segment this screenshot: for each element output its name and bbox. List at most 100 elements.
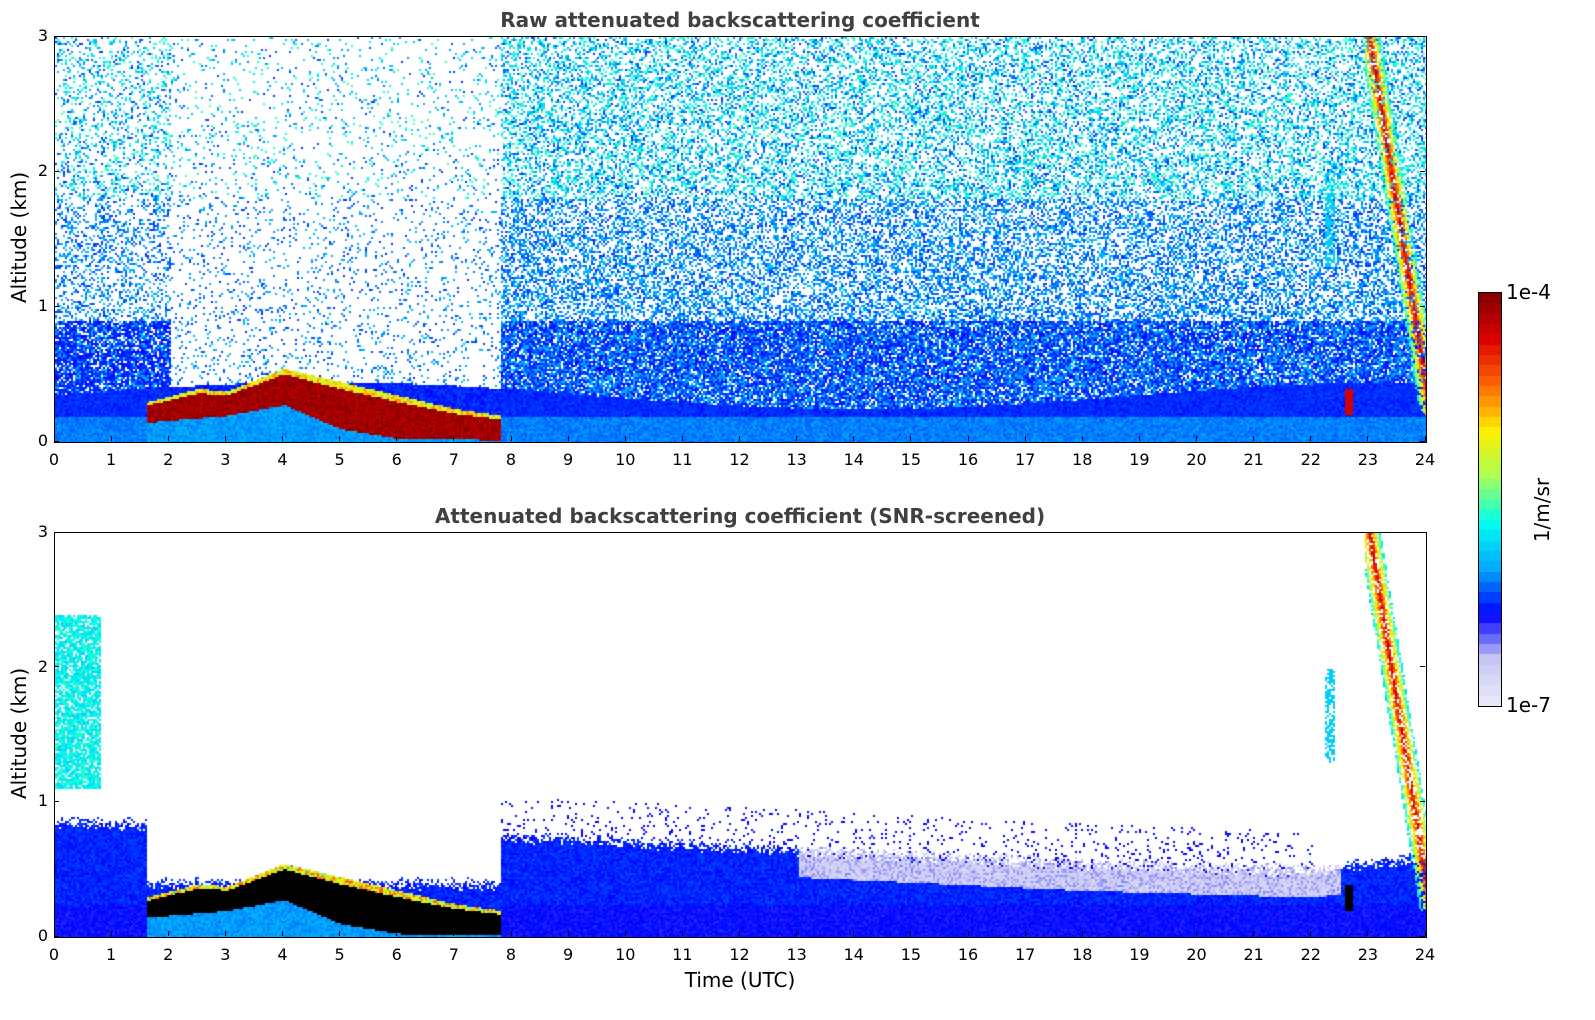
x-tick-label-top: 19 <box>1129 450 1150 469</box>
x-tick-mark-top <box>1253 436 1255 441</box>
x-tick-mark-top <box>967 436 969 441</box>
x-tick-mark-top <box>910 436 912 441</box>
x-tick-mark-bottom <box>1024 931 1026 936</box>
x-tick-mark-bottom <box>110 931 112 936</box>
x-tick-label-bottom: 9 <box>563 945 574 964</box>
x-tick-mark-top <box>681 436 683 441</box>
y-tick-mark-bottom <box>54 531 59 533</box>
y-tick-mark-bottom <box>1420 666 1425 668</box>
x-tick-label-bottom: 13 <box>786 945 807 964</box>
x-tick-mark-top <box>396 436 398 441</box>
x-tick-label-bottom: 10 <box>615 945 636 964</box>
x-tick-label-bottom: 23 <box>1357 945 1379 964</box>
panel-title-screened: Attenuated backscattering coefficient (S… <box>434 504 1046 528</box>
x-tick-label-top: 9 <box>563 450 574 469</box>
x-tick-label-top: 14 <box>843 450 864 469</box>
colorbar-min-label: 1e-7 <box>1506 693 1551 717</box>
x-tick-mark-top <box>567 436 569 441</box>
x-tick-mark-bottom <box>681 931 683 936</box>
y-tick-label-top: 0 <box>37 431 48 450</box>
x-tick-mark-top <box>339 436 341 441</box>
x-tick-label-top: 8 <box>505 450 517 469</box>
x-tick-label-bottom: 24 <box>1414 945 1436 964</box>
x-tick-mark-top <box>1024 436 1026 441</box>
x-tick-label-bottom: 4 <box>277 945 288 964</box>
y-tick-mark-bottom <box>54 935 59 937</box>
x-tick-label-bottom: 2 <box>163 945 174 964</box>
y-tick-label-bottom: 3 <box>37 522 48 541</box>
x-tick-mark-bottom <box>1424 931 1426 936</box>
x-tick-label-bottom: 14 <box>843 945 864 964</box>
x-tick-label-bottom: 5 <box>334 945 345 964</box>
x-axis-label: Time (UTC) <box>684 968 796 992</box>
x-tick-label-bottom: 16 <box>957 945 979 964</box>
y-tick-mark-top <box>54 170 59 172</box>
y-tick-mark-top <box>1420 440 1425 442</box>
x-tick-mark-bottom <box>282 931 283 936</box>
x-tick-label-top: 17 <box>1014 450 1036 469</box>
x-tick-mark-top <box>167 436 169 441</box>
x-tick-mark-top <box>739 436 740 441</box>
y-tick-label-bottom: 0 <box>37 926 48 945</box>
x-tick-label-top: 21 <box>1243 450 1264 469</box>
x-tick-mark-bottom <box>853 931 855 936</box>
heatmap-raw-canvas <box>55 37 1426 442</box>
x-tick-label-top: 4 <box>277 450 288 469</box>
x-tick-mark-top <box>282 436 283 441</box>
y-tick-mark-top <box>54 305 59 307</box>
x-tick-mark-top <box>1196 436 1197 441</box>
x-tick-mark-bottom <box>910 931 912 936</box>
y-tick-mark-bottom <box>54 800 59 802</box>
colorbar <box>1478 292 1502 707</box>
x-tick-label-bottom: 3 <box>220 945 231 964</box>
x-tick-mark-bottom <box>567 931 569 936</box>
x-tick-mark-bottom <box>1081 931 1083 936</box>
x-tick-label-top: 13 <box>786 450 807 469</box>
y-tick-mark-bottom <box>1420 531 1425 533</box>
x-tick-mark-top <box>1138 436 1140 441</box>
x-tick-mark-top <box>510 436 512 441</box>
heatmap-raw <box>54 36 1427 443</box>
x-tick-label-bottom: 12 <box>729 945 750 964</box>
x-tick-label-top: 5 <box>334 450 345 469</box>
y-tick-mark-bottom <box>54 666 59 668</box>
x-tick-label-bottom: 19 <box>1129 945 1150 964</box>
x-tick-mark-top <box>1310 436 1312 441</box>
x-tick-mark-top <box>453 436 455 441</box>
x-tick-label-top: 10 <box>615 450 636 469</box>
x-tick-label-top: 6 <box>391 450 402 469</box>
x-tick-label-bottom: 7 <box>448 945 459 964</box>
x-tick-label-top: 12 <box>729 450 750 469</box>
x-tick-mark-bottom <box>167 931 169 936</box>
x-tick-mark-bottom <box>1196 931 1197 936</box>
x-tick-label-top: 7 <box>448 450 459 469</box>
y-tick-label-top: 2 <box>37 161 48 180</box>
x-tick-label-bottom: 8 <box>505 945 517 964</box>
x-tick-label-bottom: 22 <box>1300 945 1321 964</box>
x-tick-label-bottom: 6 <box>391 945 402 964</box>
x-tick-mark-top <box>796 436 798 441</box>
x-tick-label-top: 2 <box>163 450 174 469</box>
y-tick-mark-top <box>54 35 59 37</box>
x-tick-mark-top <box>853 436 855 441</box>
x-tick-label-bottom: 17 <box>1014 945 1036 964</box>
y-tick-label-bottom: 1 <box>37 791 48 811</box>
x-tick-label-bottom: 15 <box>900 945 922 964</box>
x-tick-label-top: 20 <box>1186 450 1207 469</box>
x-tick-label-bottom: 18 <box>1072 945 1093 964</box>
y-tick-mark-top <box>1420 170 1425 172</box>
x-tick-mark-bottom <box>339 931 341 936</box>
x-tick-mark-bottom <box>1138 931 1140 936</box>
x-tick-mark-bottom <box>510 931 512 936</box>
x-tick-label-top: 18 <box>1072 450 1093 469</box>
y-axis-label-top: Altitude (km) <box>7 171 31 303</box>
x-tick-mark-bottom <box>796 931 798 936</box>
y-tick-label-bottom: 2 <box>37 656 48 676</box>
x-tick-label-top: 3 <box>220 450 231 469</box>
x-tick-label-bottom: 20 <box>1186 945 1207 964</box>
y-tick-mark-top <box>1420 305 1425 307</box>
colorbar-gradient <box>1479 293 1501 706</box>
x-tick-label-top: 24 <box>1414 450 1436 469</box>
x-tick-label-top: 11 <box>672 450 693 469</box>
colorbar-max-label: 1e-4 <box>1506 280 1551 304</box>
